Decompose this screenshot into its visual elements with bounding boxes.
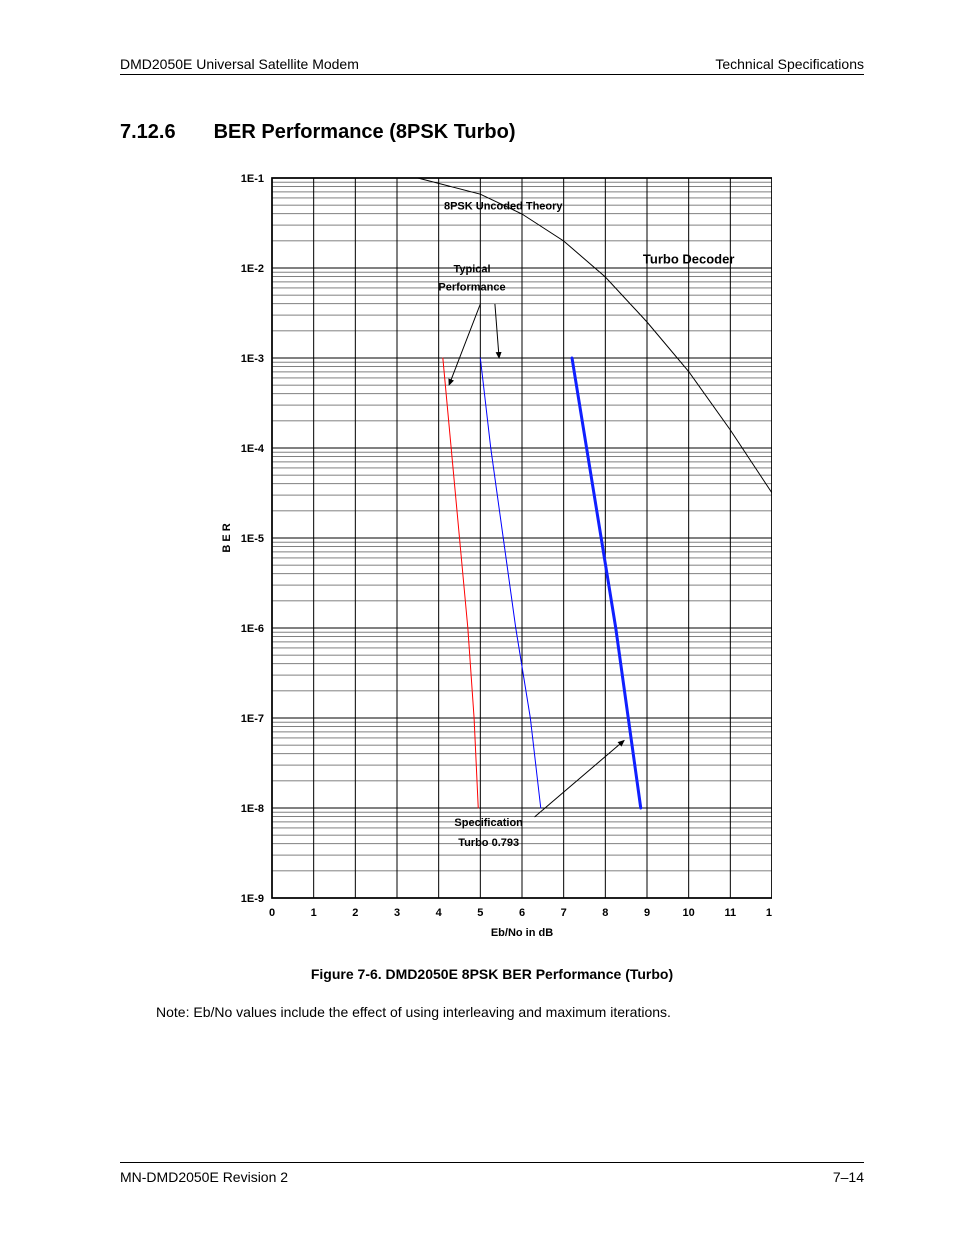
svg-text:2: 2 [352,907,358,919]
svg-text:Typical: Typical [453,264,490,276]
svg-text:6: 6 [519,907,525,919]
svg-text:1E-7: 1E-7 [241,713,264,725]
svg-text:Performance: Performance [438,282,505,294]
page-header: DMD2050E Universal Satellite Modem Techn… [120,56,864,75]
svg-text:1E-1: 1E-1 [241,173,264,185]
page-footer: MN-DMD2050E Revision 2 7–14 [120,1162,864,1185]
footer-left: MN-DMD2050E Revision 2 [120,1169,288,1185]
svg-text:8PSK Uncoded Theory: 8PSK Uncoded Theory [444,201,563,213]
svg-text:Specification: Specification [454,817,523,829]
svg-text:1E-4: 1E-4 [241,443,265,455]
header-left: DMD2050E Universal Satellite Modem [120,56,359,72]
svg-text:Turbo 0.793: Turbo 0.793 [458,837,519,849]
section-number: 7.12.6 [120,121,176,144]
svg-text:B E R: B E R [221,523,233,552]
svg-text:5: 5 [477,907,483,919]
ber-chart: 1E-11E-21E-31E-41E-51E-61E-71E-81E-90123… [212,168,772,938]
svg-text:1E-6: 1E-6 [241,623,264,635]
svg-text:1E-8: 1E-8 [241,803,264,815]
svg-text:Eb/No in dB: Eb/No in dB [491,927,553,938]
svg-text:Turbo Decoder: Turbo Decoder [643,252,735,267]
svg-text:1E-2: 1E-2 [241,263,264,275]
header-right: Technical Specifications [715,56,864,72]
section-heading: 7.12.6 BER Performance (8PSK Turbo) [120,121,864,144]
svg-text:8: 8 [602,907,608,919]
svg-text:1: 1 [311,907,317,919]
svg-text:4: 4 [436,907,443,919]
chart-container: 1E-11E-21E-31E-41E-51E-61E-71E-81E-90123… [120,168,864,938]
svg-text:7: 7 [561,907,567,919]
section-title: BER Performance (8PSK Turbo) [214,121,516,144]
svg-text:12: 12 [766,907,772,919]
svg-text:11: 11 [725,907,737,919]
figure-caption: Figure 7-6. DMD2050E 8PSK BER Performanc… [120,966,864,982]
svg-text:1E-9: 1E-9 [241,893,264,905]
svg-text:3: 3 [394,907,400,919]
svg-text:10: 10 [683,907,695,919]
svg-text:1E-5: 1E-5 [241,533,264,545]
svg-text:9: 9 [644,907,650,919]
figure-note: Note: Eb/No values include the effect of… [156,1004,864,1020]
footer-right: 7–14 [833,1169,864,1185]
svg-text:1E-3: 1E-3 [241,353,264,365]
svg-text:0: 0 [269,907,275,919]
